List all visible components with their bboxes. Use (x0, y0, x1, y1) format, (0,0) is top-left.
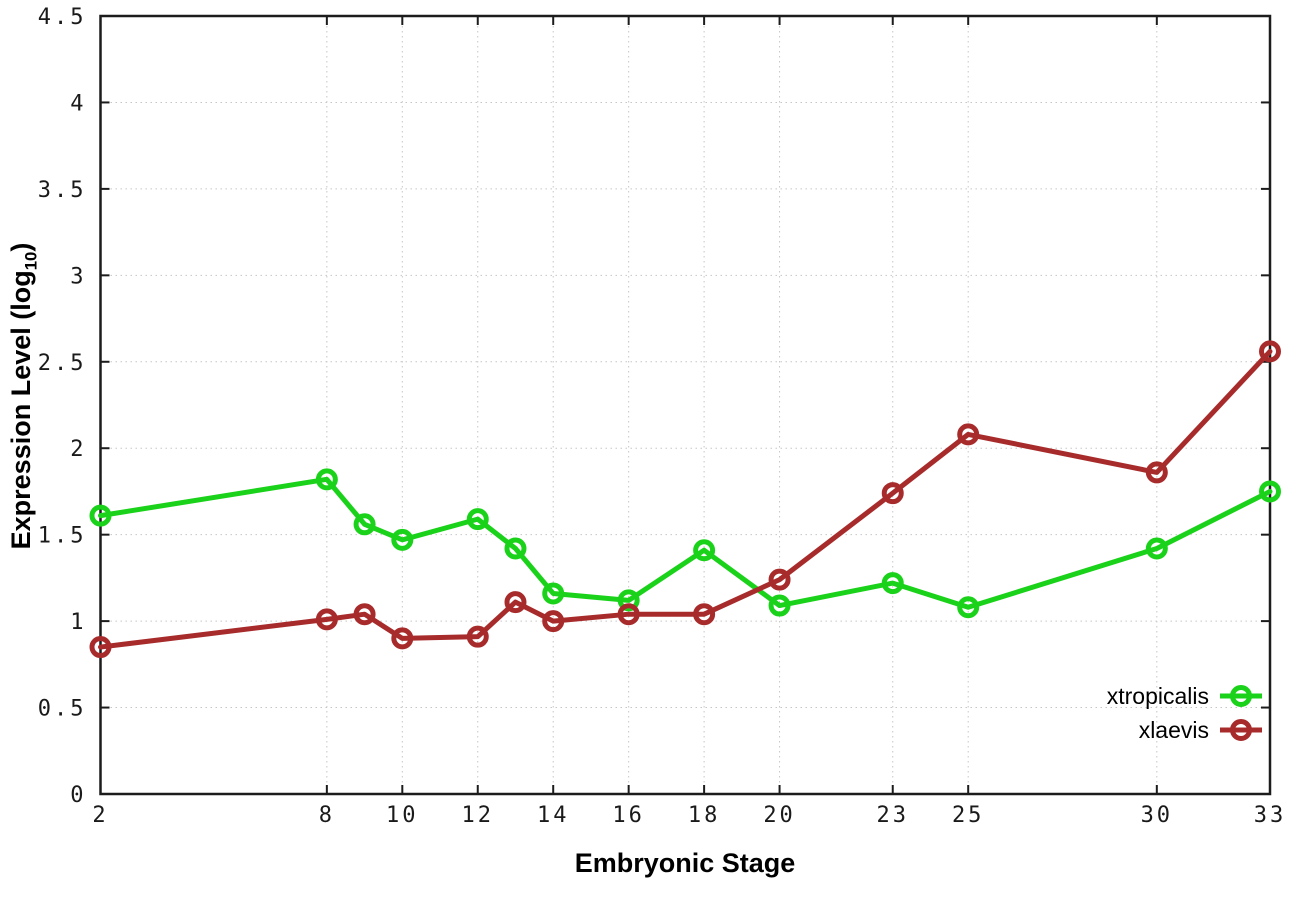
y-tick-label: 4 (70, 91, 86, 116)
data-point-xtropicalis (504, 537, 527, 560)
data-point-xlaevis (693, 603, 716, 626)
x-tick-label: 23 (876, 803, 909, 828)
data-point-xlaevis (957, 423, 980, 446)
data-point-xlaevis (768, 568, 791, 591)
data-point-xlaevis (542, 610, 565, 633)
legend-marker-xtropicalis (1220, 685, 1262, 707)
x-tick-label: 16 (612, 803, 645, 828)
y-tick-label: 1.5 (38, 524, 87, 549)
y-tick-label: 0.5 (38, 697, 87, 722)
data-point-xlaevis (89, 636, 112, 659)
data-point-xtropicalis (542, 582, 565, 605)
x-tick-label: 8 (319, 803, 335, 828)
y-tick-label: 3.5 (38, 178, 87, 203)
data-point-xtropicalis (1145, 537, 1168, 560)
legend-point-sample (1230, 719, 1252, 741)
x-tick-label: 12 (462, 803, 495, 828)
series-line-xlaevis (98, 348, 1273, 650)
data-point-xlaevis (1145, 461, 1168, 484)
x-tick-label: 20 (763, 803, 796, 828)
data-point-xlaevis (391, 627, 414, 650)
data-point-xlaevis (617, 603, 640, 626)
y-axis-title-text: Expression Level (log (6, 270, 36, 550)
plot-border (99, 14, 1272, 796)
y-axis-title: Expression Level (log10) (6, 136, 42, 656)
legend-entry-xtropicalis: xtropicalis (1107, 679, 1264, 713)
y-tick-label: 3 (70, 264, 86, 289)
data-point-xlaevis (315, 608, 338, 631)
y-tick-label: 2 (70, 437, 86, 462)
data-point-xtropicalis (1259, 480, 1281, 503)
x-tick-label: 18 (688, 803, 721, 828)
x-tick-label: 30 (1141, 803, 1174, 828)
data-point-xtropicalis (353, 513, 376, 536)
legend-entry-xlaevis: xlaevis (1139, 713, 1264, 747)
data-point-xtropicalis (957, 596, 980, 619)
x-tick-label: 10 (386, 803, 419, 828)
legend-label-xtropicalis: xtropicalis (1106, 682, 1209, 709)
data-point-xlaevis (353, 603, 376, 626)
x-tick-label: 2 (92, 803, 108, 828)
y-tick-label: 2.5 (38, 351, 87, 376)
data-point-xtropicalis (466, 508, 489, 531)
data-point-xlaevis (466, 625, 489, 648)
legend-point-sample (1230, 685, 1252, 707)
series-line-xtropicalis (98, 476, 1273, 610)
data-point-xtropicalis (89, 504, 112, 527)
x-tick-label: 25 (952, 803, 985, 828)
data-point-xlaevis (881, 482, 904, 505)
data-point-xtropicalis (881, 572, 904, 595)
legend: xtropicalis xlaevis (1107, 679, 1264, 747)
legend-label-xlaevis: xlaevis (1138, 716, 1209, 743)
x-axis-title: Embryonic Stage (574, 848, 796, 878)
x-tick-label: 14 (537, 803, 570, 828)
data-point-xtropicalis (391, 528, 414, 551)
data-point-xtropicalis (617, 589, 640, 612)
y-tick-label: 4.5 (38, 5, 87, 30)
y-tick-label: 1 (70, 610, 86, 635)
data-point-xlaevis (504, 591, 527, 614)
data-point-xtropicalis (693, 539, 716, 562)
x-tick-label: 33 (1254, 803, 1287, 828)
data-point-xtropicalis (768, 594, 791, 617)
y-tick-label: 0 (70, 783, 86, 808)
y-axis-title-subscript: 10 (21, 251, 41, 271)
y-axis-title-suffix: ) (6, 242, 36, 252)
data-point-xlaevis (1259, 340, 1281, 363)
data-point-xtropicalis (315, 468, 338, 491)
legend-marker-xlaevis (1220, 719, 1262, 741)
